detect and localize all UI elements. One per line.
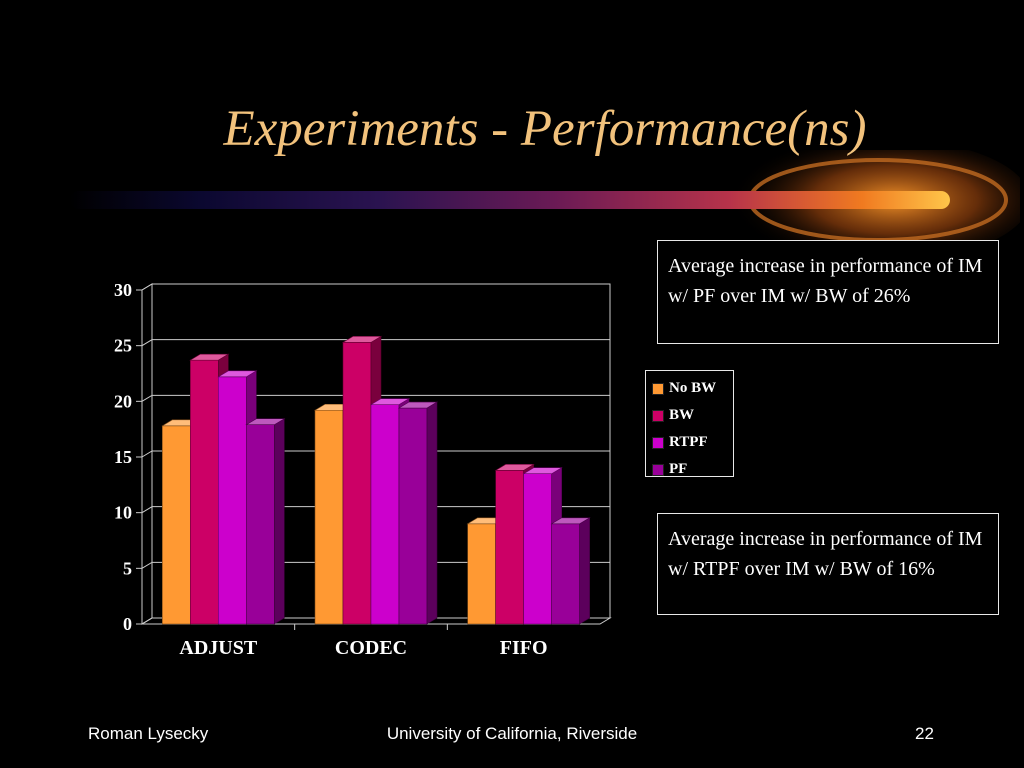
callout-pf-increase: Average increase in performance of IM w/… <box>657 240 999 344</box>
gridline <box>141 283 610 291</box>
gridline <box>141 339 610 347</box>
bar <box>523 473 552 625</box>
legend-item: BW <box>646 402 733 429</box>
legend-label: RTPF <box>669 434 708 450</box>
bar-top <box>522 467 563 474</box>
bar-top <box>341 336 383 343</box>
bar-top <box>217 370 258 378</box>
gridline <box>141 450 610 458</box>
legend-label: PF <box>669 461 688 477</box>
bar-top <box>397 401 439 409</box>
y-tick-label: 15 <box>114 447 132 467</box>
bar-top <box>494 464 535 471</box>
y-tick-label: 0 <box>123 614 132 634</box>
y-tick-label: 5 <box>123 558 132 578</box>
bar-side <box>426 401 438 625</box>
x-tick-label: ADJUST <box>179 637 257 659</box>
bar-side <box>274 418 285 625</box>
footer-author: Roman Lysecky <box>88 724 209 743</box>
bar <box>162 425 191 625</box>
legend-swatch <box>652 436 664 449</box>
bar-top <box>189 353 230 361</box>
legend-item: No BW <box>646 375 733 402</box>
callout-rtpf-increase: Average increase in performance of IM w/… <box>657 513 999 615</box>
legend-swatch <box>652 463 664 476</box>
footer-page-number: 22 <box>915 724 934 743</box>
y-tick-label: 30 <box>114 280 132 300</box>
bar <box>370 404 400 625</box>
gridline <box>141 617 610 625</box>
bar-top <box>550 517 591 525</box>
bar <box>467 523 496 625</box>
legend-item: RTPF <box>646 429 733 456</box>
bar <box>342 342 372 625</box>
legend-swatch <box>652 409 664 422</box>
bar <box>314 409 344 625</box>
gridline <box>141 506 610 514</box>
bar-top <box>369 398 411 405</box>
legend-swatch <box>652 382 664 395</box>
legend-item: PF <box>646 456 733 483</box>
decorative-swoosh <box>70 150 1020 260</box>
bar-chart: 0 5 10 15 20 25 30 ADJUST CODEC FIFO <box>114 280 612 659</box>
bar <box>495 470 524 625</box>
y-tick-label: 20 <box>114 391 132 411</box>
y-tick-label: 10 <box>114 503 132 523</box>
bar <box>398 407 428 625</box>
bar <box>551 523 580 625</box>
legend-label: BW <box>669 407 695 423</box>
bar <box>218 376 247 625</box>
bar <box>190 359 219 625</box>
chart-legend: No BW BW RTPF PF <box>645 370 734 477</box>
x-tick-label: CODEC <box>335 637 407 659</box>
footer-institution: University of California, Riverside <box>386 724 638 743</box>
y-tick-label: 25 <box>114 336 132 356</box>
bar <box>246 424 275 625</box>
gridline <box>141 394 610 402</box>
slide-title: Experiments - Performance(ns) <box>223 101 867 157</box>
legend-label: No BW <box>669 380 717 396</box>
gridline <box>141 561 610 569</box>
bar-top <box>245 418 286 426</box>
bar-side <box>579 517 590 625</box>
x-tick-label: FIFO <box>500 637 548 659</box>
